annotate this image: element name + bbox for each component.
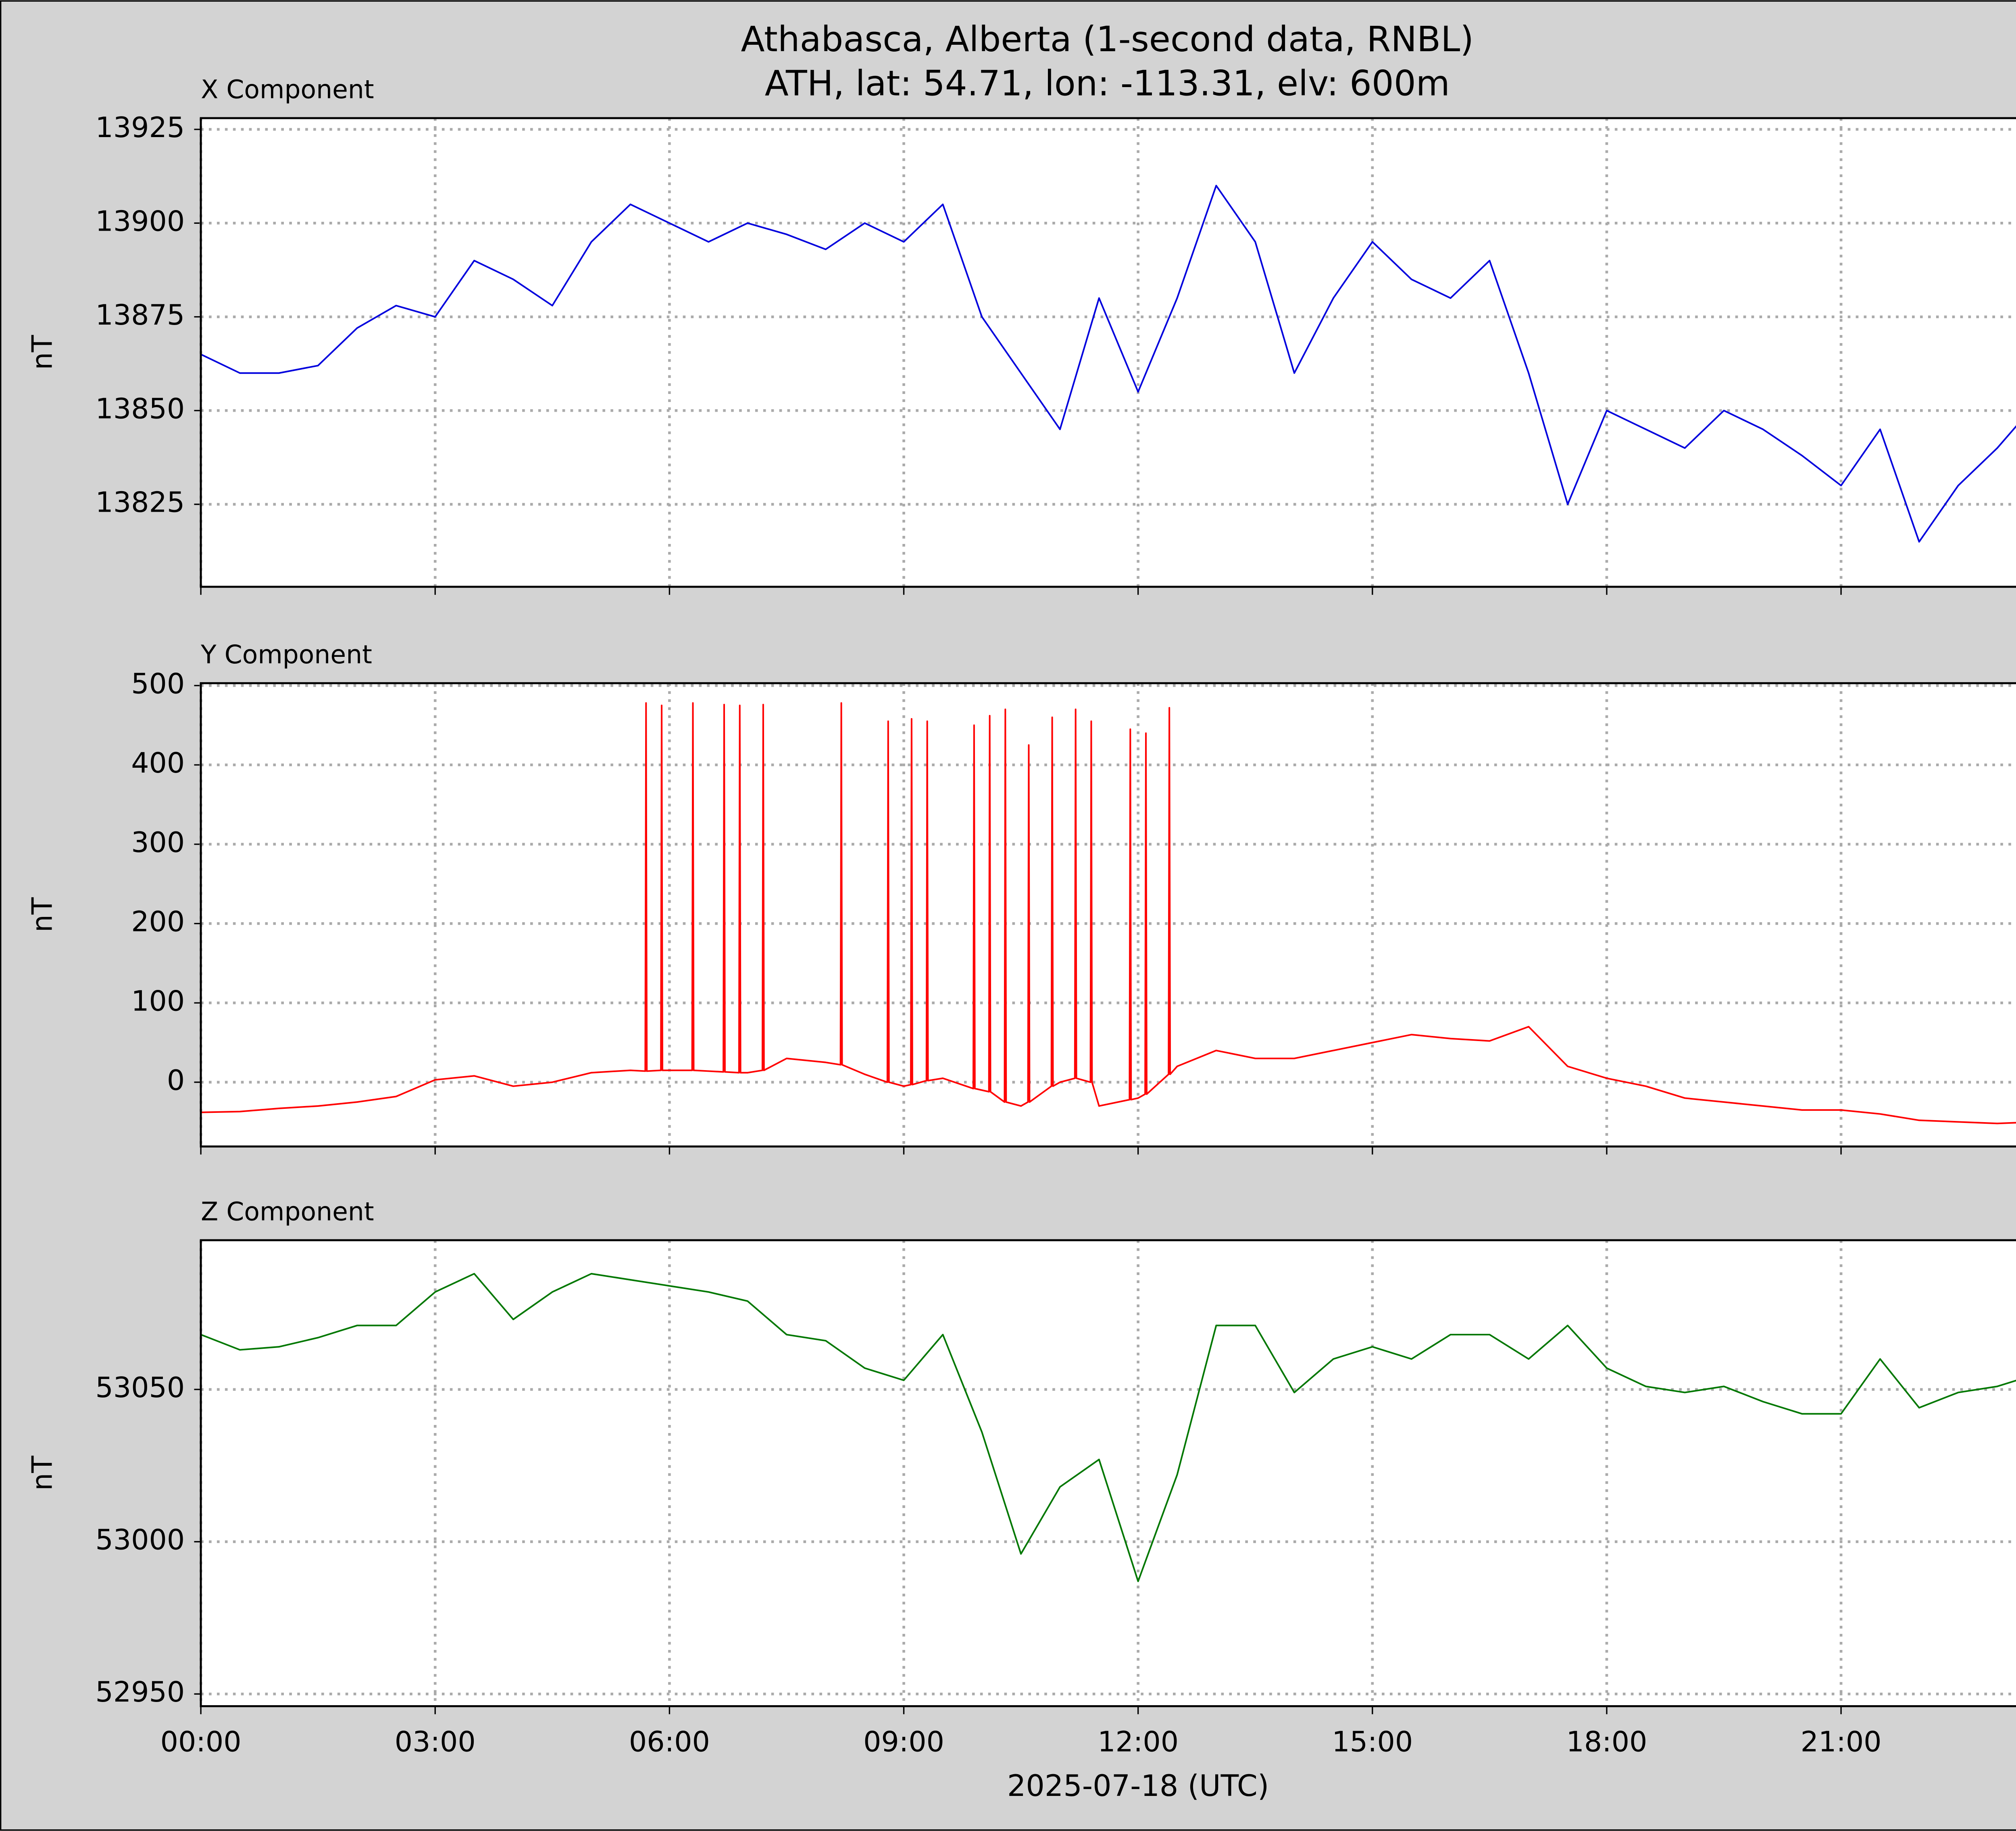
plot-frame <box>200 682 2016 1148</box>
y-tick-label: 53000 <box>95 1524 185 1556</box>
y-tick-label: 100 <box>131 985 185 1017</box>
plot-area <box>201 118 2016 587</box>
y-tick-label: 300 <box>131 826 185 859</box>
data-line <box>201 702 2016 1125</box>
plot-lines <box>201 185 2016 543</box>
panel-title: Z Component <box>201 1196 374 1226</box>
y-tick-label: 13925 <box>95 111 185 144</box>
y-axis-label: nT <box>26 1456 59 1491</box>
data-line <box>201 185 2016 543</box>
y-tick-label: 200 <box>131 906 185 938</box>
plot-area <box>201 683 2016 1147</box>
x-axis-label: 2025-07-18 (UTC) <box>1007 1769 1269 1803</box>
x-tick-label: 06:00 <box>629 1725 710 1758</box>
y-tick-label: 13900 <box>95 205 185 237</box>
x-tick-label: 12:00 <box>1098 1725 1179 1758</box>
x-tick-label: 09:00 <box>863 1725 944 1758</box>
plot-lines <box>201 702 2016 1125</box>
panel-title: X Component <box>201 75 374 104</box>
y-tick-label: 500 <box>131 667 185 700</box>
x-tick-label: 15:00 <box>1332 1725 1413 1758</box>
y-tick-label: 400 <box>131 747 185 779</box>
panel-title: Y Component <box>200 639 372 669</box>
y-tick-label: 13825 <box>95 486 185 519</box>
plot-frame <box>200 117 2016 588</box>
y-axis-label: nT <box>26 335 59 370</box>
y-tick-label: 53050 <box>95 1371 185 1404</box>
suptitle-line: Athabasca, Alberta (1-second data, RNBL) <box>741 19 1474 60</box>
plot-frame <box>200 1239 2016 1707</box>
y-tick-label: 0 <box>167 1064 185 1097</box>
x-tick-label: 18:00 <box>1566 1725 1647 1758</box>
plot-area <box>201 1240 2016 1706</box>
plot-lines <box>201 1273 2016 1582</box>
y-tick-label: 52950 <box>95 1676 185 1708</box>
y-axis-label: nT <box>26 897 59 932</box>
y-tick-label: 13875 <box>95 299 185 331</box>
data-line <box>201 1273 2016 1582</box>
suptitle-line: ATH, lat: 54.71, lon: -113.31, elv: 600m <box>765 64 1450 104</box>
x-tick-label: 00:00 <box>160 1725 242 1758</box>
x-tick-label: 03:00 <box>395 1725 476 1758</box>
x-tick-label: 21:00 <box>1801 1725 1882 1758</box>
y-tick-label: 13850 <box>95 392 185 425</box>
